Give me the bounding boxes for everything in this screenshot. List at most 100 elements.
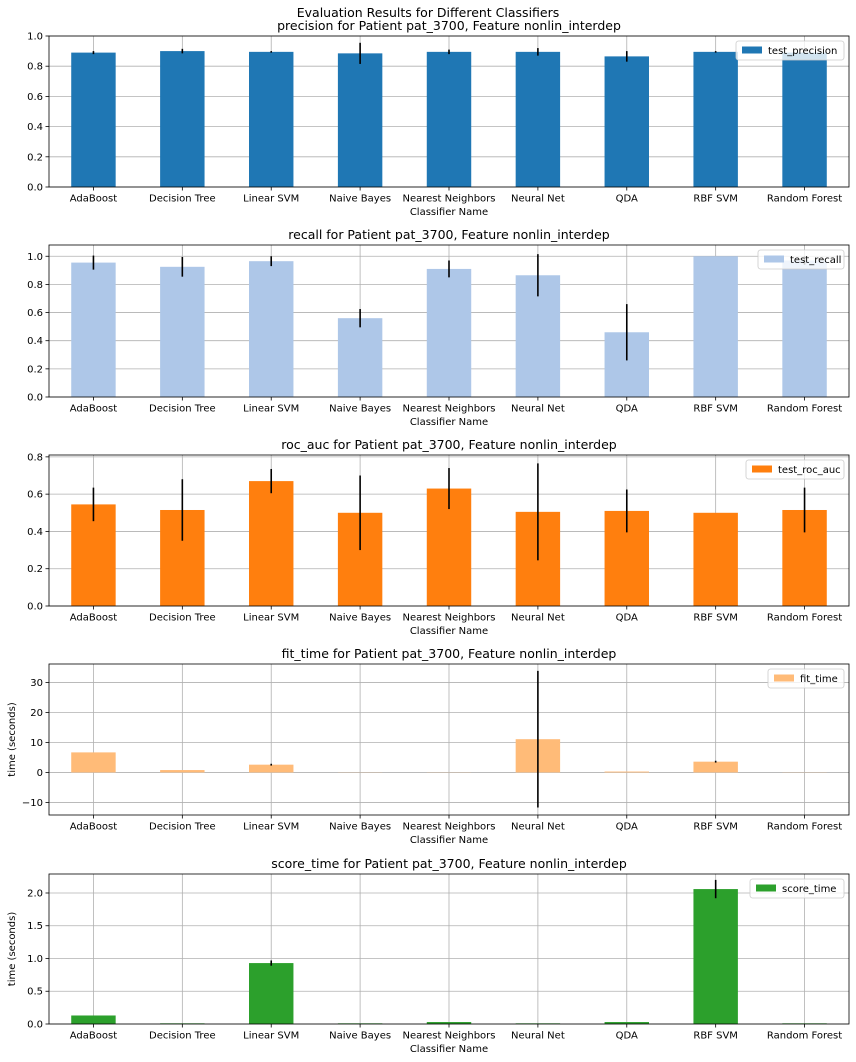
x-tick-label: Neural Net <box>511 613 565 624</box>
bars <box>71 256 827 397</box>
x-tick-label: RBF SVM <box>693 404 738 415</box>
x-tick-label: Nearest Neighbors <box>403 822 496 833</box>
legend: test_roc_auc <box>745 459 845 480</box>
legend-box <box>749 878 845 899</box>
x-tick-label: Naive Bayes <box>329 1031 391 1042</box>
x-tick-label: Linear SVM <box>243 613 299 624</box>
x-tick-label: Random Forest <box>767 1031 842 1042</box>
y-axis-label: time (seconds) <box>7 702 18 777</box>
subplot-title: recall for Patient pat_3700, Feature non… <box>288 227 610 242</box>
x-axis: AdaBoost Decision Tree Linear SVM Naive Bay… <box>70 187 842 205</box>
bar-rbf-svm <box>693 889 738 1024</box>
x-tick-label: Neural Net <box>511 194 565 205</box>
error-bars <box>92 463 806 561</box>
y-tick-label: 0.0 <box>27 393 43 404</box>
x-axis-label: Classifier Name <box>410 207 488 218</box>
x-tick-label: AdaBoost <box>70 404 117 415</box>
x-tick-label: QDA <box>616 822 638 833</box>
bar-rbf-svm <box>693 512 738 606</box>
y-axis: 0.0 0.2 0.4 0.6 0.8 1.0 <box>27 252 49 404</box>
subplots: precision for Patient pat_3700, Feature … <box>7 18 850 1055</box>
x-tick-label: Decision Tree <box>149 404 216 415</box>
y-tick-label: 1.5 <box>27 921 43 932</box>
bar-random-forest <box>782 260 827 397</box>
x-tick-label: Decision Tree <box>149 194 216 205</box>
error-bars <box>92 42 717 64</box>
y-tick-label: 0.8 <box>27 280 43 291</box>
x-axis-label: Classifier Name <box>410 835 488 846</box>
bar-decision-tree <box>160 266 205 397</box>
y-axis-label: time (seconds) <box>7 912 18 987</box>
bar-adaboost <box>71 752 116 773</box>
y-axis: 0.0 0.5 1.0 1.5 2.0 <box>27 888 49 1031</box>
legend-box <box>745 459 845 480</box>
bar-nearest-neighbors <box>426 1022 472 1024</box>
bar-nearest-neighbors <box>426 268 472 397</box>
x-tick-label: Decision Tree <box>149 822 216 833</box>
y-tick-label: 0.6 <box>27 490 43 501</box>
y-tick-label: 0.2 <box>27 564 43 575</box>
bar-rbf-svm <box>693 51 738 188</box>
x-tick-label: RBF SVM <box>693 194 738 205</box>
error-bars <box>270 670 717 808</box>
x-axis: AdaBoost Decision Tree Linear SVM Naive Bay… <box>70 397 842 415</box>
x-tick-label: Neural Net <box>511 404 565 415</box>
x-axis-label: Classifier Name <box>410 1044 488 1055</box>
y-tick-label: 1.0 <box>27 954 43 965</box>
x-tick-label: Neural Net <box>511 1031 565 1042</box>
x-tick-label: RBF SVM <box>693 613 738 624</box>
legend: score_time <box>749 878 845 899</box>
x-tick-label: Naive Bayes <box>329 613 391 624</box>
subplot-title: precision for Patient pat_3700, Feature … <box>277 18 621 33</box>
x-tick-label: Nearest Neighbors <box>403 404 496 415</box>
y-tick-label: 0.0 <box>27 602 43 613</box>
x-tick-label: Nearest Neighbors <box>403 1031 496 1042</box>
y-tick-label: −10 <box>22 798 43 809</box>
y-tick-label: 0.2 <box>27 152 43 163</box>
x-tick-label: QDA <box>616 194 638 205</box>
x-tick-label: Neural Net <box>511 822 565 833</box>
y-tick-label: 0.0 <box>27 1020 43 1031</box>
subplot-title: roc_auc for Patient pat_3700, Feature no… <box>281 437 617 452</box>
y-tick-label: 1.0 <box>27 252 43 263</box>
bar-qda <box>604 771 649 773</box>
y-tick-label: 10 <box>30 738 43 749</box>
y-axis: 0.0 0.2 0.4 0.6 0.8 <box>27 452 49 613</box>
y-tick-label: 20 <box>30 708 43 719</box>
x-axis-label: Classifier Name <box>410 417 488 428</box>
bar-adaboost <box>71 1015 116 1024</box>
y-tick-label: 0.0 <box>27 183 43 194</box>
bar-adaboost <box>71 504 116 606</box>
x-tick-label: AdaBoost <box>70 822 117 833</box>
x-tick-label: AdaBoost <box>70 194 117 205</box>
legend: test_precision <box>735 40 845 61</box>
x-tick-label: Nearest Neighbors <box>403 194 496 205</box>
y-tick-label: 0.5 <box>27 987 43 998</box>
bars <box>71 889 827 1024</box>
x-tick-label: QDA <box>616 613 638 624</box>
bars <box>71 51 827 188</box>
legend-swatch <box>774 674 794 682</box>
legend: test_recall <box>757 249 845 270</box>
legend-label: score_time <box>782 884 836 895</box>
x-axis: AdaBoost Decision Tree Linear SVM Naive Bay… <box>70 815 842 833</box>
x-tick-label: Naive Bayes <box>329 404 391 415</box>
bar-nearest-neighbors <box>426 51 472 188</box>
legend: fit_time <box>767 668 845 689</box>
bar-adaboost <box>71 52 116 187</box>
x-axis-label: Classifier Name <box>410 626 488 637</box>
x-tick-label: Linear SVM <box>243 822 299 833</box>
y-tick-label: 1.0 <box>27 32 43 43</box>
y-tick-label: 0.2 <box>27 364 43 375</box>
error-bars <box>270 879 717 966</box>
x-tick-label: AdaBoost <box>70 1031 117 1042</box>
x-tick-label: Linear SVM <box>243 404 299 415</box>
y-tick-label: 0.4 <box>27 336 43 347</box>
legend-swatch <box>752 465 772 473</box>
x-axis: AdaBoost Decision Tree Linear SVM Naive Bay… <box>70 1024 842 1042</box>
bar-decision-tree <box>160 770 205 773</box>
legend-label: test_precision <box>768 46 837 57</box>
bar-neural-net <box>515 51 561 188</box>
bar-naive-bayes <box>337 318 383 397</box>
subplot-title: fit_time for Patient pat_3700, Feature n… <box>282 646 617 661</box>
